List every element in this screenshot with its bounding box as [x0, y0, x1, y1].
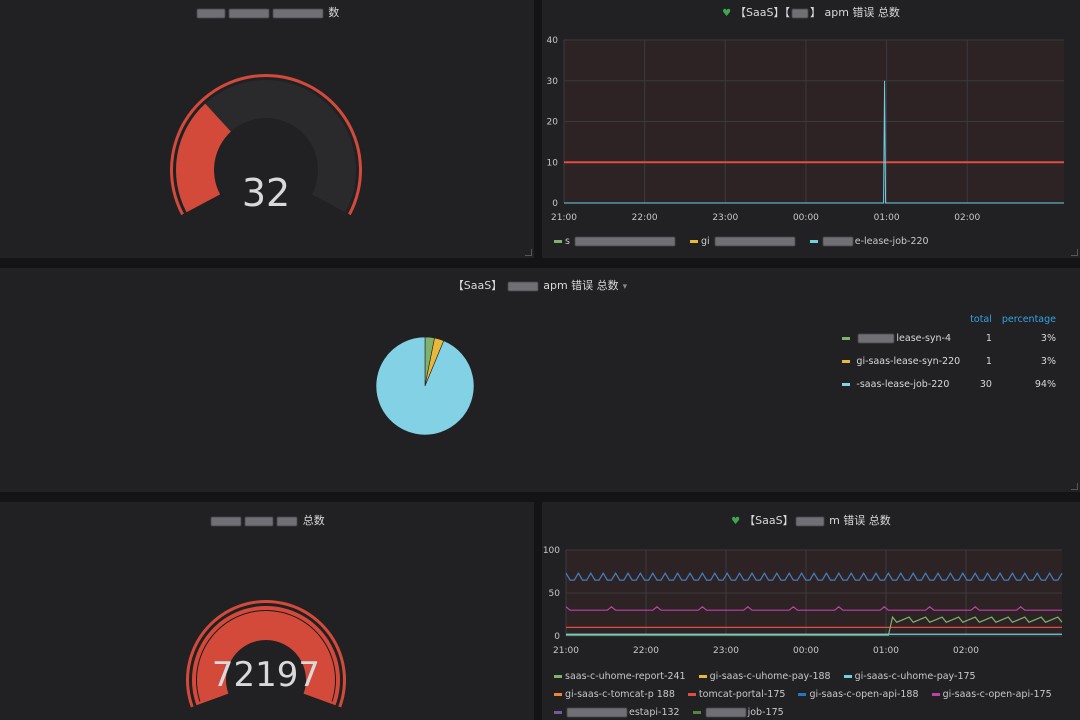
- title-text: apm 错误 总数: [824, 6, 900, 19]
- legend-item[interactable]: gi-saas-c-open-api-188: [798, 686, 919, 704]
- title-prefix: 【SaaS】: [452, 279, 503, 292]
- series-line: [564, 80, 1064, 204]
- pie-legend-table: total percentage lease-syn-4 1 3% gi-saa…: [832, 314, 1056, 402]
- title-text: 总数: [302, 514, 325, 527]
- x-tick-label: 22:00: [632, 213, 658, 223]
- legend-item[interactable]: saas-c-uhome-report-241: [554, 668, 686, 686]
- legend-item[interactable]: gi-saas-c-uhome-pay-175: [843, 668, 976, 686]
- legend-item[interactable]: gi-saas-c-uhome-pay-188: [698, 668, 831, 686]
- y-tick-label: 10: [547, 158, 559, 168]
- legend-row[interactable]: gi-saas-lease-syn-220 1 3%: [832, 356, 1056, 379]
- legend-item[interactable]: gi-saas-c-open-api-175: [931, 686, 1052, 704]
- chevron-down-icon[interactable]: ▾: [622, 282, 628, 292]
- series-line: [565, 572, 1063, 581]
- gauge-chart: 72197: [186, 600, 346, 708]
- graph-panel-bottom: ♥ 【SaaS】 m 错误 总数 0 50 100 21:00 22:00 23:00 00:…: [542, 502, 1080, 720]
- x-tick-label: 21:00: [551, 213, 577, 223]
- resize-handle[interactable]: [1071, 483, 1078, 490]
- x-tick-label: 21:00: [553, 646, 579, 656]
- x-tick-label: 00:00: [793, 213, 819, 223]
- legend-item[interactable]: e-lease-job-220: [809, 236, 929, 247]
- graph-chart: 0 50 100 21:00 22:00 23:00 00:00 01:00 02:00: [543, 546, 1063, 656]
- panel-title[interactable]: ♥ 【SaaS】 m 错误 总数: [542, 512, 1080, 528]
- legend-row[interactable]: -saas-lease-job-220 30 94%: [832, 379, 1056, 402]
- y-tick-label: 40: [547, 36, 559, 46]
- header-total[interactable]: total: [970, 314, 992, 325]
- y-tick-label: 20: [547, 118, 559, 128]
- pie-slice[interactable]: [375, 336, 475, 436]
- pie-chart: [375, 336, 475, 436]
- series-line: [566, 615, 1063, 636]
- x-tick-label: 01:00: [873, 646, 899, 656]
- gauge-track: [176, 79, 356, 213]
- gauge-fill: [192, 606, 340, 706]
- x-tick-label: 23:00: [712, 213, 738, 223]
- gauge-chart: 32: [170, 73, 362, 216]
- panel-title[interactable]: 【SaaS】 apm 错误 总数 ▾: [0, 277, 1080, 293]
- heart-icon: ♥: [722, 8, 732, 19]
- x-tick-label: 00:00: [793, 646, 819, 656]
- series-line: [565, 605, 1062, 611]
- title-prefix: 【SaaS】: [744, 514, 794, 527]
- legend-item[interactable]: estapi-132: [554, 704, 680, 720]
- graph-legend: saas-c-uhome-report-241 gi-saas-c-uhome-…: [554, 668, 1074, 720]
- legend-item[interactable]: s: [554, 236, 677, 247]
- legend-row[interactable]: lease-syn-4 1 3%: [832, 333, 1056, 356]
- panel-title[interactable]: ♥ 【SaaS】【】 apm 错误 总数: [722, 6, 900, 19]
- x-tick-label: 22:00: [633, 646, 659, 656]
- gauge-value: 72197: [212, 655, 320, 695]
- y-tick-label: 100: [543, 546, 560, 556]
- resize-handle[interactable]: [525, 249, 532, 256]
- legend-item[interactable]: tomcat-portal-175: [687, 686, 785, 704]
- x-tick-label: 02:00: [954, 213, 980, 223]
- title-text: m 错误 总数: [829, 514, 891, 527]
- y-tick-label: 50: [549, 589, 561, 599]
- gauge-panel-top: 数 32: [0, 0, 534, 258]
- title-prefix: 【SaaS】【: [735, 6, 790, 19]
- graph-legend: s gi e-lease-job-220: [554, 236, 939, 247]
- pie-panel: 【SaaS】 apm 错误 总数 ▾ total percentage lease…: [0, 268, 1080, 492]
- y-tick-label: 0: [554, 632, 560, 642]
- x-tick-label: 02:00: [953, 646, 979, 656]
- legend-item[interactable]: job-175: [692, 704, 784, 720]
- y-tick-label: 0: [552, 199, 558, 209]
- header-percentage[interactable]: percentage: [1001, 314, 1056, 325]
- title-text: 数: [328, 6, 340, 19]
- legend-item[interactable]: gi: [690, 236, 797, 247]
- legend-item[interactable]: gi-saas-c-tomcat-p 188: [554, 686, 675, 704]
- x-tick-label: 01:00: [874, 213, 900, 223]
- gauge-value: 32: [242, 171, 290, 215]
- gauge-fill: [176, 103, 231, 213]
- x-tick-label: 23:00: [713, 646, 739, 656]
- graph-chart: 0 10 20 30 40 21:00 22:00 23:00 00:00 01:00 02:00: [547, 36, 1064, 223]
- title-text: apm 错误 总数: [543, 279, 619, 292]
- resize-handle[interactable]: [1071, 249, 1078, 256]
- heart-icon: ♥: [731, 516, 741, 527]
- panel-title[interactable]: 总数: [0, 512, 534, 528]
- gauge-panel-bottom: 总数 72197: [0, 502, 534, 720]
- panel-title[interactable]: 数: [0, 4, 534, 20]
- graph-panel-top: ♥ 【SaaS】【】 apm 错误 总数 0 10 20 30 40 21:00 22:00 2…: [542, 0, 1080, 258]
- y-tick-label: 30: [547, 77, 559, 87]
